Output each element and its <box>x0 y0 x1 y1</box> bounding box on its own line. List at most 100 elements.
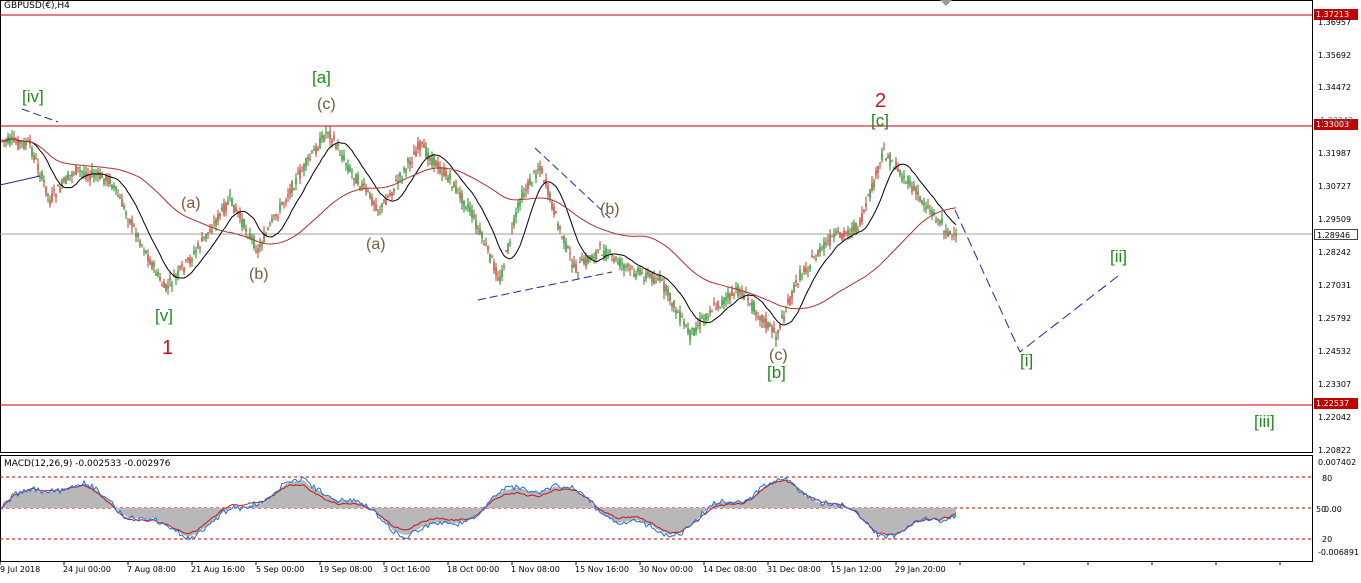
candle-body <box>235 207 237 212</box>
candle-body <box>495 267 497 276</box>
candle-body <box>895 161 897 169</box>
y-tick: 1.20822 <box>1318 446 1352 455</box>
candle-body <box>145 250 147 254</box>
candle-body <box>415 151 417 157</box>
candle-body <box>693 327 695 336</box>
macd-title: MACD(12,26,9) -0.002533 -0.002976 <box>4 459 171 469</box>
trendline <box>477 271 613 301</box>
candle-body <box>719 306 721 308</box>
candle-body <box>423 143 425 148</box>
wave-label: [ii] <box>1110 247 1127 266</box>
candle-body <box>383 200 385 202</box>
candle-body <box>425 146 427 157</box>
candle-body <box>505 250 507 252</box>
candle-body <box>805 268 807 273</box>
candle-body <box>239 212 241 219</box>
candle-body <box>165 283 167 291</box>
candle-body <box>293 189 295 191</box>
candle-body <box>771 326 773 332</box>
macd-level-20: 20 <box>1322 535 1333 544</box>
candle-body <box>837 230 839 233</box>
candle-body <box>647 271 649 276</box>
candle-body <box>623 264 625 270</box>
candle-body <box>291 180 293 193</box>
candle-body <box>627 263 629 267</box>
candle-body <box>911 186 913 192</box>
candle-body <box>725 297 727 301</box>
candle-body <box>897 168 899 172</box>
candle-body <box>625 265 627 268</box>
candle-body <box>503 266 505 268</box>
trendline <box>21 108 59 123</box>
candle-body <box>41 172 43 179</box>
candle-body <box>395 179 397 182</box>
candle-body <box>359 186 361 189</box>
candle-body <box>215 219 217 226</box>
candle-body <box>941 218 943 223</box>
candle-body <box>225 202 227 212</box>
candle-body <box>637 268 639 272</box>
candle-body <box>277 216 279 218</box>
candle-body <box>445 171 447 177</box>
candle-body <box>509 241 511 244</box>
candle-body <box>409 160 411 166</box>
candle-body <box>155 273 157 276</box>
x-tick: 15 Jan 12:00 <box>831 565 882 574</box>
candle-body <box>899 169 901 176</box>
candle-body <box>437 162 439 170</box>
candle-body <box>365 188 367 192</box>
candle-body <box>447 177 449 183</box>
candle-body <box>639 268 641 275</box>
wave-projection <box>954 209 1119 353</box>
candle-body <box>699 318 701 327</box>
candle-body <box>565 241 567 252</box>
candle-body <box>353 178 355 181</box>
candle-body <box>399 172 401 177</box>
candle-body <box>733 293 735 297</box>
candle-body <box>321 134 323 139</box>
candle-body <box>263 233 265 243</box>
candle-body <box>515 212 517 217</box>
candle-body <box>803 266 805 273</box>
candle-body <box>523 193 525 197</box>
x-tick: 1 Nov 08:00 <box>511 565 560 574</box>
candle-body <box>793 285 795 292</box>
candle-body <box>407 158 409 163</box>
candle-body <box>393 188 395 192</box>
candle-body <box>129 218 131 224</box>
candle-body <box>821 247 823 249</box>
wave-label: (c) <box>317 96 336 113</box>
candle-body <box>115 186 117 190</box>
candle-body <box>845 231 847 233</box>
candle-body <box>631 266 633 268</box>
y-tick: 1.25792 <box>1318 314 1352 323</box>
candle-body <box>499 276 501 282</box>
candle-body <box>799 269 801 281</box>
x-tick: 21 Aug 16:00 <box>191 565 245 574</box>
candle-body <box>599 244 601 246</box>
candle-body <box>103 178 105 184</box>
candle-body <box>95 175 97 177</box>
candle-body <box>439 166 441 173</box>
candle-body <box>619 258 621 267</box>
candle-body <box>601 255 603 257</box>
candle-body <box>449 174 451 180</box>
candle-body <box>289 188 291 195</box>
trendline <box>534 147 611 219</box>
candle-body <box>431 158 433 165</box>
candle-body <box>945 230 947 233</box>
macd-y-top: 0.007402 <box>1318 458 1357 467</box>
candle-body <box>903 175 905 178</box>
candle-body <box>69 174 71 176</box>
candle-body <box>909 180 911 186</box>
candle-body <box>287 194 289 197</box>
candle-body <box>19 141 21 144</box>
candle-body <box>269 223 271 225</box>
candle-body <box>327 132 329 134</box>
candle-body <box>107 177 109 185</box>
candle-body <box>781 314 783 318</box>
candle-body <box>831 235 833 237</box>
candle-body <box>879 162 881 164</box>
